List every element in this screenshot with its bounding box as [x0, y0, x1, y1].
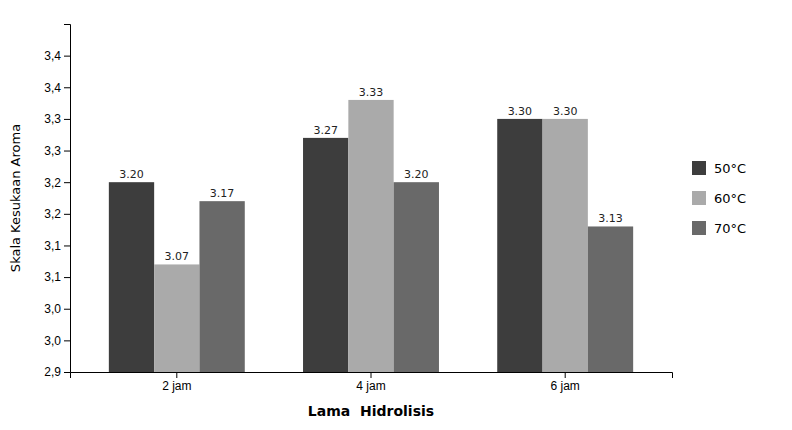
y-tick-label: 2,9	[44, 365, 61, 379]
y-tick-label: 3,3	[44, 112, 61, 126]
y-tick-mark	[64, 151, 70, 152]
bars	[109, 100, 633, 372]
y-tick: 3,2	[44, 176, 70, 190]
data-label: 3.20	[119, 168, 144, 181]
data-labels: 3.20 3.27 3.30 3.07 3.33 3.30 3.17 3.20 3.13	[119, 86, 623, 264]
x-axis-title: Lama Hidrolisis	[308, 403, 434, 419]
legend-label: 60°C	[714, 191, 746, 206]
bar-series	[154, 100, 588, 372]
x-tick-mark	[371, 372, 372, 378]
y-tick-mark	[64, 56, 70, 57]
y-tick-label: 3,2	[44, 176, 61, 190]
legend-swatch	[692, 221, 706, 235]
legend-item: 50°C	[692, 161, 746, 176]
plot: 3.20 3.27 3.30 3.07 3.33 3.30 3.17 3.20 3.13 2 ja…	[8, 25, 673, 420]
x-tick-mark	[565, 372, 566, 378]
legend: 50°C 60°C 70°C	[692, 161, 746, 236]
y-tick: 3,4	[44, 81, 70, 95]
x-tick-mark	[176, 372, 177, 378]
y-tick-label: 3,4	[44, 49, 61, 63]
bar	[154, 264, 199, 372]
y-tick: 3,2	[44, 207, 70, 221]
x-tick-label: 2 jam	[162, 379, 191, 393]
bar	[109, 182, 154, 372]
chart: 3.20 3.27 3.30 3.07 3.33 3.30 3.17 3.20 3.13 2 ja…	[0, 0, 792, 430]
y-axis-title: Skala Kesukaan Aroma	[8, 124, 23, 272]
x-axis-line	[71, 373, 673, 379]
x-tick: 4 jam	[356, 372, 385, 393]
y-tick-label: 3,2	[44, 207, 61, 221]
y-tick: 3,3	[44, 112, 70, 126]
y-tick-mark	[64, 87, 70, 88]
legend-label: 70°C	[714, 221, 746, 236]
x-tick: 6 jam	[551, 372, 580, 393]
y-tick: 3,1	[44, 239, 70, 253]
bar	[588, 226, 633, 372]
x-tick: 2 jam	[162, 372, 191, 393]
data-label: 3.33	[359, 86, 384, 99]
x-axis: 2 jam 4 jam 6 jam	[71, 372, 673, 393]
y-tick: 3,0	[44, 334, 70, 348]
data-label: 3.30	[508, 105, 533, 118]
y-axis: 2,9 3,0 3,0 3,1 3,1 3,2 3,2 3,3 3,3 3,4 3,4	[44, 25, 70, 380]
legend-label: 50°C	[714, 161, 746, 176]
y-tick-mark	[64, 309, 70, 310]
y-tick-label: 3,0	[44, 334, 61, 348]
y-tick-label: 3,0	[44, 302, 61, 316]
data-label: 3.20	[404, 168, 429, 181]
y-tick-mark	[64, 372, 70, 373]
y-tick-label: 3,3	[44, 144, 61, 158]
y-tick-mark	[64, 182, 70, 183]
bar	[497, 119, 542, 372]
legend-swatch	[692, 191, 706, 205]
legend-item: 60°C	[692, 191, 746, 206]
data-label: 3.07	[165, 250, 190, 263]
y-tick: 3,3	[44, 144, 70, 158]
legend-item: 70°C	[692, 221, 746, 236]
bar-series	[109, 119, 543, 372]
bar-series	[199, 182, 633, 372]
bar	[543, 119, 588, 372]
y-tick-mark	[64, 119, 70, 120]
y-tick: 3,4	[44, 49, 70, 63]
y-tick-label: 3,1	[44, 270, 61, 284]
bar	[394, 182, 439, 372]
bar	[348, 100, 393, 372]
legend-swatch	[692, 161, 706, 175]
y-tick-mark	[64, 245, 70, 246]
y-tick: 3,1	[44, 270, 70, 284]
data-label: 3.13	[598, 212, 623, 225]
data-label: 3.30	[553, 105, 578, 118]
y-tick-label: 3,1	[44, 239, 61, 253]
y-tick: 3,0	[44, 302, 70, 316]
y-tick: 2,9	[44, 365, 70, 379]
x-tick-label: 6 jam	[551, 379, 580, 393]
y-tick-mark	[64, 340, 70, 341]
y-tick-label: 3,4	[44, 81, 61, 95]
data-label: 3.27	[313, 124, 338, 137]
y-tick-mark	[64, 214, 70, 215]
data-label: 3.17	[210, 187, 235, 200]
y-axis-line	[64, 25, 71, 373]
bar	[199, 201, 244, 372]
bar	[303, 138, 348, 372]
x-tick-label: 4 jam	[356, 379, 385, 393]
y-tick-mark	[64, 277, 70, 278]
